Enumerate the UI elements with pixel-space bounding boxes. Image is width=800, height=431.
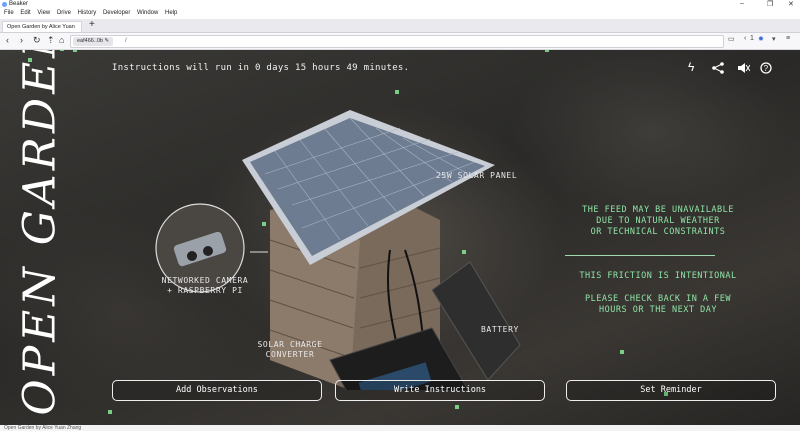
green-pixel <box>60 50 64 51</box>
folder-icon[interactable]: ▭ <box>728 36 735 43</box>
converter-label-line: CONVERTER <box>265 350 315 359</box>
share-icon[interactable] <box>712 60 724 74</box>
mute-icon[interactable] <box>737 60 750 74</box>
forward-icon[interactable]: › <box>20 35 23 45</box>
camera-lens-icon <box>203 246 213 256</box>
green-pixel <box>545 50 549 52</box>
back-icon[interactable]: ‹ <box>6 35 9 45</box>
app-name: Beaker <box>9 1 29 7</box>
converter-label-line: SOLAR CHARGE <box>257 340 323 349</box>
title-bar: Beaker – ❐ ✕ <box>0 0 800 10</box>
menu-help[interactable]: Help <box>165 10 178 16</box>
menu-view[interactable]: View <box>37 10 51 16</box>
charge-converter-box <box>329 327 469 390</box>
reload-icon[interactable]: ↻ <box>33 35 41 45</box>
green-pixel <box>455 405 459 409</box>
site-info-icon[interactable]: ▾ <box>772 36 776 43</box>
instructions-countdown: Instructions will run in 0 days 15 hours… <box>112 63 410 73</box>
green-pixel <box>462 250 466 254</box>
menu-window[interactable]: Window <box>137 10 159 16</box>
peer-count: 1 <box>750 35 754 42</box>
green-pixel <box>395 90 399 94</box>
new-tab-button[interactable]: + <box>89 19 95 30</box>
camera-label-line: + RASPBERRY PI <box>167 286 243 295</box>
notice-line: OR TECHNICAL CONSTRAINTS <box>590 227 726 237</box>
navigation-bar: ‹ › ↻ ⇡ ⌂ eaf466..0b ✎ / ▭ ‹ 1 ✸ ▾ ≡ <box>0 33 800 50</box>
menu-edit[interactable]: Edit <box>20 10 31 16</box>
green-pixel <box>262 222 266 226</box>
battery-label: BATTERY <box>481 325 519 334</box>
set-reminder-button[interactable]: Set Reminder <box>566 380 776 401</box>
camera-lens-icon <box>187 251 197 261</box>
camera-label-line: NETWORKED CAMERA <box>161 276 249 285</box>
menu-drive[interactable]: Drive <box>56 10 71 16</box>
home-icon[interactable]: ⌂ <box>59 35 65 45</box>
write-instructions-button[interactable]: Write Instructions <box>335 380 545 401</box>
peers-icon[interactable]: ‹ <box>744 35 747 42</box>
camera-label: NETWORKED CAMERA + RASPBERRY PI <box>150 276 260 296</box>
green-pixel <box>620 350 624 354</box>
menu-icon[interactable]: ≡ <box>786 35 791 42</box>
menu-bar: File Edit View Drive History Developer W… <box>0 10 800 19</box>
brick-stack-front <box>270 210 360 390</box>
url-domain-pill[interactable]: eaf466..0b ✎ <box>73 37 114 46</box>
feed-unavailable-notice: THE FEED MAY BE UNAVAILABLE DUE TO NATUR… <box>548 205 768 238</box>
help-icon[interactable]: ? <box>760 60 772 74</box>
add-observations-button[interactable]: Add Observations <box>112 380 322 401</box>
solar-panel-cells <box>250 118 485 256</box>
check-back-notice: PLEASE CHECK BACK IN A FEW HOURS OR THE … <box>548 294 768 316</box>
open-garden-title: OPEN GARDEN <box>14 50 66 416</box>
raspberry-pi-camera <box>173 231 227 267</box>
tab-open-garden[interactable]: Open Garden by Alice Yuan Zhang <box>2 21 82 41</box>
notice-line: DUE TO NATURAL WEATHER <box>596 216 720 226</box>
close-icon[interactable]: ✕ <box>788 1 794 8</box>
lightning-icon[interactable]: ϟ <box>688 60 695 74</box>
status-bar: Open Garden by Alice Yuan Zhang <box>0 425 800 431</box>
beaker-logo-icon <box>2 2 7 7</box>
svg-text:?: ? <box>764 64 769 73</box>
converter-label: SOLAR CHARGE CONVERTER <box>250 340 330 360</box>
solar-panel-label: 25W SOLAR PANEL <box>436 171 518 180</box>
green-pixel <box>73 50 77 52</box>
tab-bar: Open Garden by Alice Yuan Zhang + <box>0 19 800 41</box>
battery-body <box>431 261 521 381</box>
minimize-icon[interactable]: – <box>740 0 744 7</box>
maximize-icon[interactable]: ❐ <box>767 1 774 8</box>
address-bar[interactable]: eaf466..0b ✎ / <box>70 35 724 48</box>
upload-icon[interactable]: ⇡ <box>47 35 55 45</box>
friction-notice: THIS FRICTION IS INTENTIONAL <box>579 271 737 281</box>
open-garden-page: OPEN GARDEN Instructions will run in 0 d… <box>0 50 800 425</box>
menu-developer[interactable]: Developer <box>102 10 131 16</box>
notice-line: PLEASE CHECK BACK IN A FEW <box>584 294 732 304</box>
green-pixel <box>108 410 112 414</box>
green-pixel <box>28 58 32 62</box>
notice-line: THE FEED MAY BE UNAVAILABLE <box>582 205 734 215</box>
url-domain: eaf466..0b <box>77 38 103 44</box>
notice-line: HOURS OR THE NEXT DAY <box>599 305 717 315</box>
menu-file[interactable]: File <box>4 10 14 16</box>
url-path: / <box>125 38 127 44</box>
solar-panel-grid <box>264 117 476 241</box>
star-icon[interactable]: ✸ <box>758 36 764 43</box>
garden-hardware-illustration <box>155 110 521 390</box>
green-pixel <box>664 392 668 396</box>
menu-history[interactable]: History <box>77 10 97 16</box>
charge-converter-board <box>358 362 432 390</box>
notice-divider <box>565 255 715 256</box>
